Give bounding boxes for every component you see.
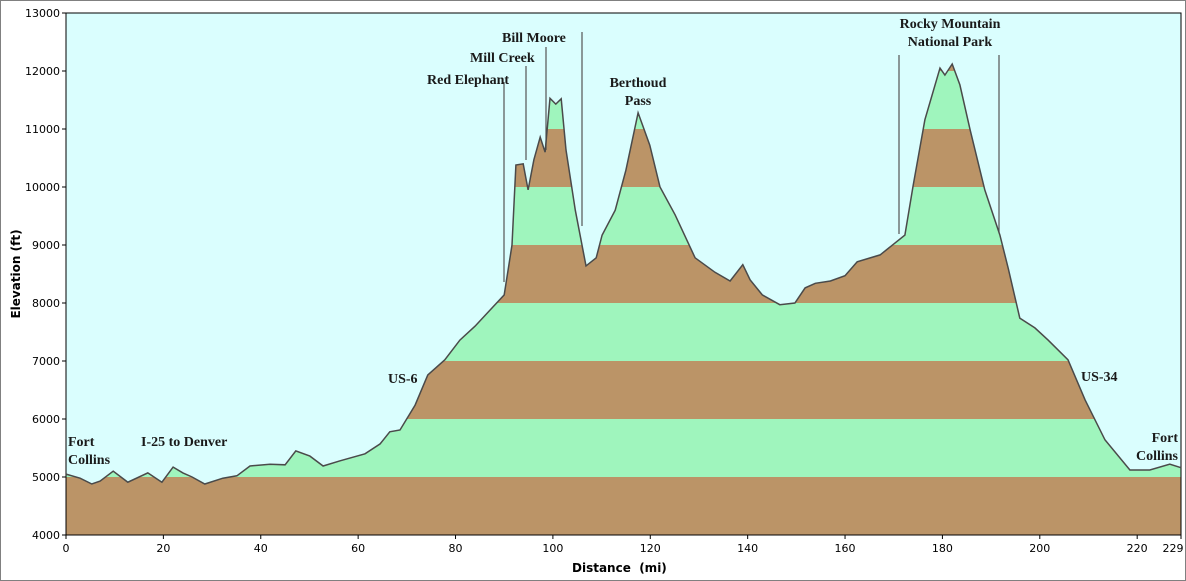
x-tick-label: 140	[737, 542, 758, 555]
x-tick-label: 180	[932, 542, 953, 555]
annotation: Red Elephant	[427, 73, 509, 88]
annotation: US-34	[1081, 370, 1118, 385]
annotation: National Park	[908, 35, 993, 50]
y-tick-label: 5000	[32, 471, 60, 484]
elevation-band	[66, 477, 1181, 535]
annotation: Mill Creek	[470, 51, 535, 66]
x-tick-label: 220	[1127, 542, 1148, 555]
y-tick-label: 11000	[25, 123, 60, 136]
x-tick-label: 40	[254, 542, 268, 555]
annotation: Rocky Mountain	[900, 17, 1001, 32]
annotation: Collins	[1136, 449, 1179, 464]
y-axis-title: Elevation (ft)	[9, 229, 23, 318]
annotation: US-6	[388, 372, 418, 387]
plot-border	[65, 12, 1182, 536]
x-tick-label: 100	[542, 542, 563, 555]
annotation: Fort	[1152, 431, 1179, 446]
x-tick-label: 200	[1029, 542, 1050, 555]
x-tick-label: 0	[63, 542, 70, 555]
x-tick-label: 60	[351, 542, 365, 555]
annotation: Fort	[68, 435, 95, 450]
x-tick-label: 80	[449, 542, 463, 555]
x-tick-label: 160	[835, 542, 856, 555]
annotation: Collins	[68, 453, 111, 468]
y-tick-label: 6000	[32, 413, 60, 426]
annotation: Berthoud	[610, 76, 667, 91]
elevation-profile	[65, 62, 1182, 485]
annotation: Bill Moore	[502, 31, 566, 46]
y-tick-label: 12000	[25, 65, 60, 78]
x-tick-label: 20	[156, 542, 170, 555]
x-axis-title: Distance (mi)	[572, 561, 667, 575]
annotation: I-25 to Denver	[141, 435, 227, 450]
y-tick-label: 7000	[32, 355, 60, 368]
y-tick-label: 8000	[32, 297, 60, 310]
y-tick-label: 4000	[32, 529, 60, 542]
y-tick-label: 13000	[25, 7, 60, 20]
y-tick-label: 10000	[25, 181, 60, 194]
x-tick-label: 229	[1163, 542, 1184, 555]
x-tick-label: 120	[640, 542, 661, 555]
annotation: Pass	[625, 94, 652, 109]
y-tick-label: 9000	[32, 239, 60, 252]
leader-lines	[503, 32, 1000, 282]
